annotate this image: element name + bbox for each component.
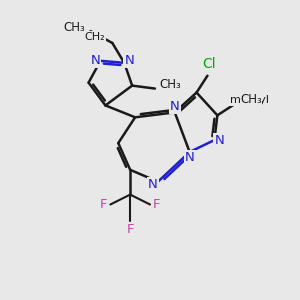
Text: N: N [91,54,100,67]
Text: N: N [124,54,134,67]
Text: CH₃: CH₃ [64,21,86,34]
Text: N: N [170,100,180,113]
Text: CH₃: CH₃ [159,78,181,91]
Text: N: N [214,134,224,147]
Text: CH₃: CH₃ [240,93,262,106]
Text: F: F [100,198,107,211]
Text: F: F [153,198,161,211]
Text: CH₂: CH₂ [85,32,105,42]
Text: F: F [126,223,134,236]
Text: methyl: methyl [230,95,268,106]
Text: Cl: Cl [202,57,216,71]
Text: N: N [185,152,194,164]
Text: N: N [148,178,158,191]
